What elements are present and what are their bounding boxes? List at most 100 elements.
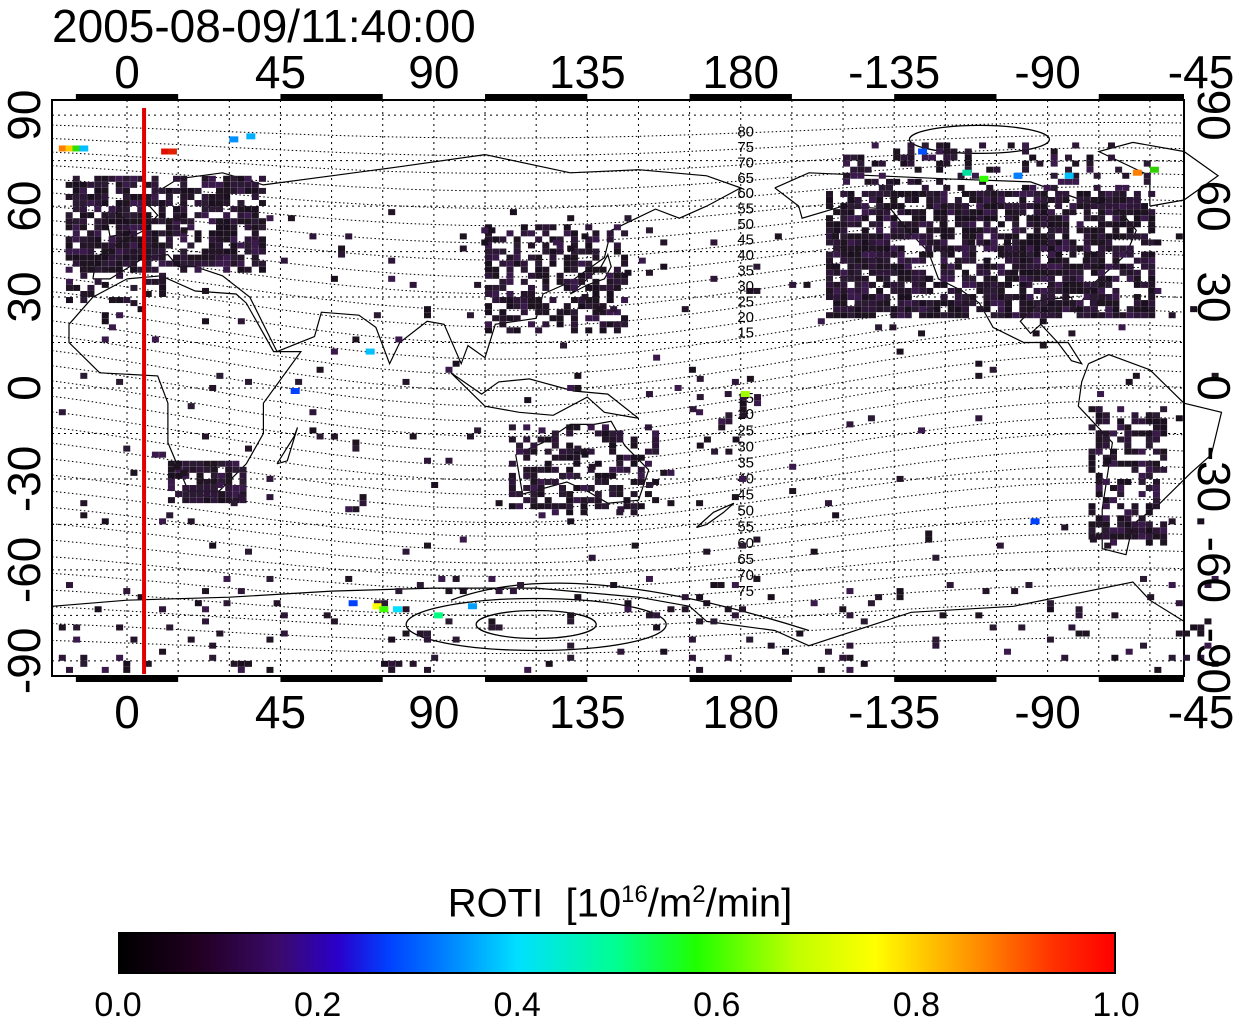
roti-cell [237,206,245,213]
roti-cell [986,166,994,173]
roti-cell [166,512,174,519]
roti-cell [1072,172,1080,179]
roti-cell [295,378,303,385]
roti-cell [876,190,884,197]
roti-cell [926,233,934,240]
roti-cell [535,254,543,261]
roti-cell [544,448,552,455]
roti-cell [1033,251,1041,258]
roti-cell [570,230,578,237]
roti-cell [594,491,602,498]
roti-cell [962,209,970,216]
roti-cell [108,324,116,331]
roti-cell [1112,257,1120,264]
roti-cell [847,269,855,276]
contour-label-north: 60 [737,185,754,202]
roti-cell [180,230,188,237]
roti-cell [854,263,862,270]
roti-cell [87,200,95,207]
roti-cell [499,236,507,243]
roti-cell [187,254,195,261]
roti-cell [187,242,195,249]
roti-cell [527,297,535,304]
frame-bar-bottom [75,676,179,682]
roti-cell [1019,227,1027,234]
roti-cell [574,445,582,452]
roti-cell [833,269,841,276]
roti-cell [508,485,516,492]
roti-cell [223,254,231,261]
roti-cell [861,306,869,313]
roti-cell [1145,466,1153,473]
roti-cell [216,481,224,488]
roti-cell [1055,203,1063,210]
roti-cell [616,485,624,492]
roti-cell [907,148,915,155]
contour-label-north: 50 [737,216,754,233]
roti-cell [1133,300,1141,307]
roti-cell [1148,275,1156,282]
roti-cell [1102,527,1110,534]
roti-cell [244,206,252,213]
roti-cell [947,209,955,216]
roti-cell [847,215,855,222]
roti-cell [621,315,629,322]
roti-cell [94,230,102,237]
roti-cell [216,230,224,237]
roti-cell [1076,245,1084,252]
roti-cell [1083,233,1091,240]
roti-cell [962,300,970,307]
mag-lat-contour [51,134,1185,157]
roti-cell [309,233,317,240]
roti-cell [570,297,578,304]
roti-cell [239,478,247,485]
roti-cell [921,142,929,149]
roti-cell [232,491,240,498]
roti-cell [567,518,575,525]
lat-tick-left: -30 [0,446,50,512]
roti-cell [79,218,87,225]
roti-cell [159,290,167,297]
roti-cell [1145,539,1153,546]
roti-cell [1095,436,1103,443]
roti-cell [559,503,567,510]
roti-cell [252,239,260,246]
roti-cell [660,263,668,270]
roti-cell [833,221,841,228]
roti-cell [130,230,138,237]
roti-cell [1083,190,1091,197]
roti-cell [167,466,175,473]
roti-cell [962,257,970,264]
lat-tick-right: -30 [1188,446,1240,512]
roti-cell [1033,245,1041,252]
roti-cell [990,287,998,294]
roti-cell [1086,166,1094,173]
roti-cell [137,206,145,213]
roti-cell [574,594,582,601]
roti-cell [1089,536,1097,543]
roti-cell [883,209,891,216]
roti-cell [94,606,102,613]
roti-cell [563,284,571,291]
roti-cell [258,266,266,273]
roti-cell [542,242,550,249]
contour-label-south: 55 [737,519,754,536]
lon-tick-top: 45 [255,46,306,98]
roti-cell [1124,509,1132,516]
roti-cell [731,612,739,619]
roti-cell [964,166,972,173]
roti-cell [535,303,543,310]
roti-cell [1039,318,1047,325]
roti-cell [173,212,181,219]
roti-cell [940,312,948,319]
roti-cell [1098,197,1106,204]
roti-cell [1026,269,1034,276]
roti-cell [1102,430,1110,437]
roti-cell [158,212,166,219]
roti-cell [962,227,970,234]
roti-cell [969,227,977,234]
roti-cell [202,618,210,625]
roti-cell [926,306,934,313]
roti-cell [1076,300,1084,307]
roti-cell [1141,312,1149,319]
